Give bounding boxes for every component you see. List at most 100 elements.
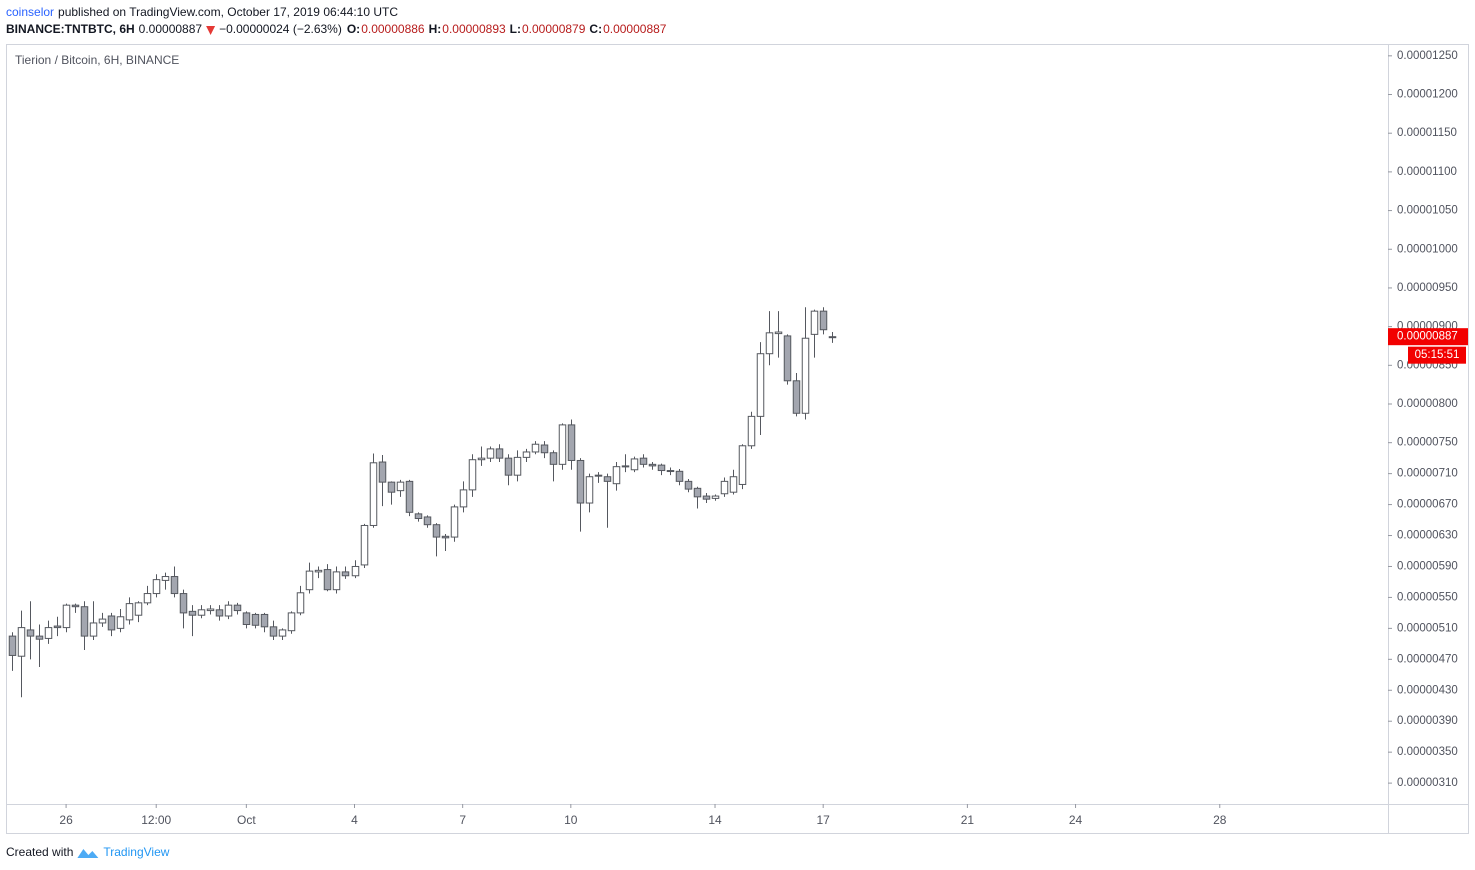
- candle-body: [540, 444, 549, 454]
- candle-body: [8, 635, 17, 656]
- candle-body: [648, 463, 657, 467]
- candle-body: [477, 457, 486, 461]
- y-tick-label: 0.00001200: [1397, 89, 1458, 101]
- candle-body: [387, 481, 396, 493]
- candle-body: [405, 480, 414, 513]
- candle-body: [260, 613, 269, 628]
- candle-body: [314, 569, 323, 573]
- candle-body: [684, 480, 693, 490]
- candle-body: [576, 459, 585, 504]
- candle-body: [774, 331, 783, 335]
- candle-body: [468, 459, 477, 491]
- ohlc-value: 0.00000887: [603, 22, 667, 36]
- x-tick-label: 12:00: [141, 813, 171, 827]
- candle-body: [657, 464, 666, 472]
- y-tick-label: 0.00000390: [1397, 715, 1458, 727]
- candle-body: [296, 592, 305, 614]
- last-price-label: 0.00000887: [1397, 331, 1458, 343]
- symbol: BINANCE:TNTBTC, 6H: [6, 22, 135, 36]
- y-tick-label: 0.00000550: [1397, 591, 1458, 603]
- candle-body: [396, 481, 405, 492]
- candle-body: [603, 476, 612, 482]
- candle-body: [17, 627, 26, 657]
- candle-body: [423, 516, 432, 526]
- y-tick-label: 0.00000350: [1397, 746, 1458, 758]
- candle-body: [143, 593, 152, 604]
- ohlc-key: H:: [429, 22, 442, 36]
- candle-body: [549, 452, 558, 465]
- candle-body: [71, 604, 80, 608]
- candle-body: [594, 474, 603, 477]
- y-tick-label: 0.00001100: [1397, 166, 1457, 178]
- candle-body: [810, 310, 819, 335]
- candle-body: [666, 470, 675, 473]
- y-tick-label: 0.00000710: [1397, 468, 1458, 480]
- candle-body: [720, 480, 729, 495]
- candle-body: [233, 604, 242, 612]
- ohlc-value: 0.00000879: [522, 22, 586, 36]
- candle-body: [693, 487, 702, 498]
- y-tick-label: 0.00000950: [1397, 282, 1458, 294]
- candle-body: [504, 457, 513, 476]
- candle-body: [747, 415, 756, 447]
- candle-body: [639, 457, 648, 465]
- candle-body: [621, 465, 630, 468]
- candle-body: [711, 495, 720, 499]
- candle-body: [341, 571, 350, 577]
- candle-body: [819, 310, 828, 331]
- x-tick-label: 10: [564, 813, 578, 827]
- tradingview-logo: [77, 849, 99, 858]
- candle-body: [197, 609, 206, 616]
- y-tick-label: 0.00001000: [1397, 243, 1458, 255]
- candle-body: [378, 461, 387, 483]
- y-tick-label: 0.00000510: [1397, 622, 1458, 634]
- created-with: Created with: [6, 845, 73, 859]
- legend: Tierion / Bitcoin, 6H, BINANCE: [15, 53, 179, 67]
- y-tick-label: 0.00000590: [1397, 561, 1458, 573]
- x-tick-label: 24: [1069, 813, 1083, 827]
- candle-body: [125, 603, 134, 621]
- candle-body: [612, 466, 621, 485]
- x-tick-label: 28: [1213, 813, 1227, 827]
- candle-body: [53, 625, 62, 629]
- candle-body: [26, 629, 35, 637]
- candle-body: [369, 462, 378, 526]
- candle-body: [729, 476, 738, 493]
- y-tick-label: 0.00000430: [1397, 684, 1458, 696]
- brand-link: TradingView: [103, 845, 169, 859]
- candle-body: [567, 424, 576, 461]
- x-tick-label: Oct: [237, 813, 256, 827]
- x-tick-label: 4: [351, 813, 358, 827]
- candle-body: [495, 448, 504, 459]
- y-tick-label: 0.00000630: [1397, 530, 1458, 542]
- candle-body: [107, 615, 116, 631]
- candle-body: [459, 489, 468, 508]
- candle-body: [522, 451, 531, 458]
- y-tick-label: 0.00001050: [1397, 205, 1458, 217]
- ohlc-value: 0.00000893: [442, 22, 506, 36]
- last-price-tag: [1388, 328, 1468, 346]
- countdown-label: 05:15:51: [1415, 349, 1460, 361]
- y-tick-label: 0.00000750: [1397, 437, 1458, 449]
- down-arrow-icon: [206, 26, 216, 35]
- candle-body: [513, 456, 522, 476]
- candle-body: [585, 476, 594, 504]
- candle-body: [432, 524, 441, 538]
- candle-body: [134, 602, 143, 616]
- candle-body: [62, 604, 71, 629]
- published-info: published on TradingView.com, October 17…: [58, 5, 398, 19]
- candle-body: [792, 380, 801, 414]
- last-value: 0.00000887: [139, 22, 203, 36]
- y-tick-label: 0.00001150: [1397, 127, 1457, 139]
- x-tick-label: 17: [817, 813, 831, 827]
- ohlc-key: L:: [510, 22, 521, 36]
- candle-body: [215, 609, 224, 617]
- candle-body: [332, 571, 341, 591]
- candle-body: [242, 612, 251, 626]
- candle-body: [360, 524, 369, 566]
- candle-body: [756, 353, 765, 417]
- candle-body: [828, 336, 837, 339]
- candle-body: [558, 424, 567, 465]
- candle-body: [287, 612, 296, 632]
